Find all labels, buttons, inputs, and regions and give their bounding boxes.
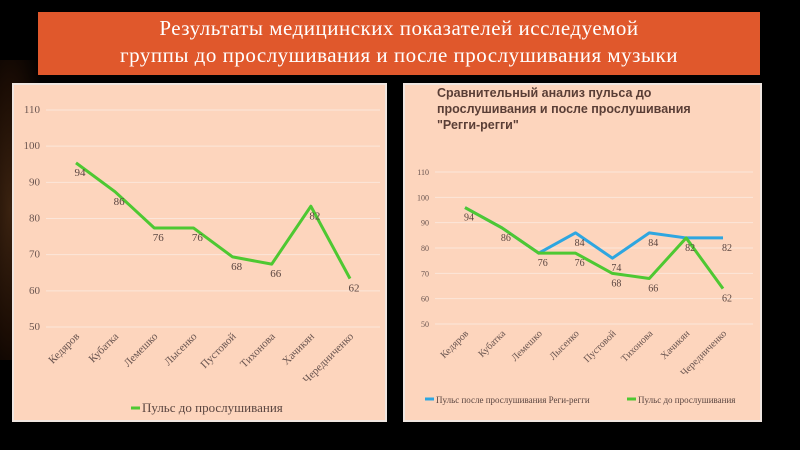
y-tick-label: 50	[421, 320, 429, 329]
title-line-1: Результаты медицинских показателей иссле…	[159, 16, 639, 40]
data-label: 66	[648, 283, 658, 294]
slide-title: Результаты медицинских показателей иссле…	[38, 12, 760, 75]
chart-before: 50 60 70 80 90 100 110 Кедяров Кубатка Лемешко Лыс…	[12, 83, 387, 422]
y-tick-label: 110	[24, 104, 41, 116]
chart-title: Сравнительный анализ пульса до прослушив…	[437, 85, 691, 133]
x-tick-label: Тихонова	[238, 331, 278, 371]
x-tick-label: Хачикян	[659, 328, 693, 362]
data-label: 86	[114, 196, 126, 208]
y-tick-label: 50	[29, 321, 41, 333]
data-label: 76	[153, 232, 165, 244]
data-label: 82	[309, 210, 320, 222]
series-line	[75, 161, 352, 280]
data-label: 74	[611, 263, 621, 274]
data-label: 62	[722, 294, 732, 305]
x-tick-label: Лемешко	[122, 330, 161, 369]
data-label: 76	[192, 232, 204, 244]
title-line-2: группы до прослушивания и после прослуши…	[120, 43, 678, 67]
chart-title-line: "Регги-регги"	[437, 118, 519, 132]
chart-title-line: прослушивания и после прослушивания	[437, 102, 691, 116]
y-tick-label: 70	[421, 269, 429, 278]
chart-svg-comparison: 50 60 70 80 90 100 110 Кедяров Кубатка Лемешко Лыс…	[417, 168, 753, 405]
x-tick-label: Лысенко	[162, 330, 200, 368]
data-label: 84	[575, 238, 585, 249]
x-tick-label: Кедяров	[46, 331, 82, 367]
legend-label: Пульс после прослушивания Реги-регги	[436, 395, 590, 405]
data-label: 76	[538, 258, 548, 269]
data-label: 76	[575, 258, 585, 269]
y-tick-label: 80	[421, 244, 429, 253]
y-tick-label: 60	[421, 295, 429, 304]
chart-svg-before: 50 60 70 80 90 100 110 Кедяров Кубатка Лемешко Лыс…	[24, 104, 380, 415]
data-label: 68	[231, 261, 243, 273]
x-tick-label: Кубатка	[87, 331, 122, 366]
y-tick-label: 110	[417, 168, 429, 177]
x-tick-label: Пустовой	[582, 328, 619, 365]
data-label: 82	[685, 243, 695, 254]
legend-label: Пульс до прослушивания	[142, 400, 283, 415]
data-label: 94	[464, 213, 474, 224]
x-tick-label: Тихонова	[619, 328, 656, 365]
data-label: 62	[349, 283, 360, 295]
x-tick-label: Кедяров	[439, 328, 472, 361]
y-tick-label: 90	[421, 219, 429, 228]
series-line	[464, 206, 725, 290]
y-tick-label: 60	[29, 285, 41, 297]
data-label: 84	[648, 238, 658, 249]
y-tick-label: 70	[29, 249, 41, 261]
data-label: 94	[75, 167, 87, 179]
x-tick-label: Лысенко	[548, 328, 582, 362]
chart-comparison: 50 60 70 80 90 100 110 Кедяров Кубатка Лемешко Лыс…	[403, 83, 762, 422]
y-tick-label: 100	[417, 193, 429, 202]
legend-label: Пульс до прослушивания	[638, 395, 735, 405]
data-label: 68	[611, 278, 621, 289]
x-tick-label: Хачикян	[280, 331, 317, 368]
chart-title-line: Сравнительный анализ пульса до	[437, 86, 652, 100]
x-tick-label: Пустовой	[198, 331, 238, 371]
x-tick-label: Лемешко	[509, 328, 544, 363]
x-tick-label: Кубатка	[476, 328, 508, 360]
data-label: 82	[722, 243, 732, 254]
y-tick-label: 90	[29, 176, 41, 188]
data-label: 86	[501, 233, 511, 244]
y-tick-label: 100	[24, 140, 41, 152]
data-label: 66	[270, 268, 282, 280]
y-tick-label: 80	[29, 213, 41, 225]
